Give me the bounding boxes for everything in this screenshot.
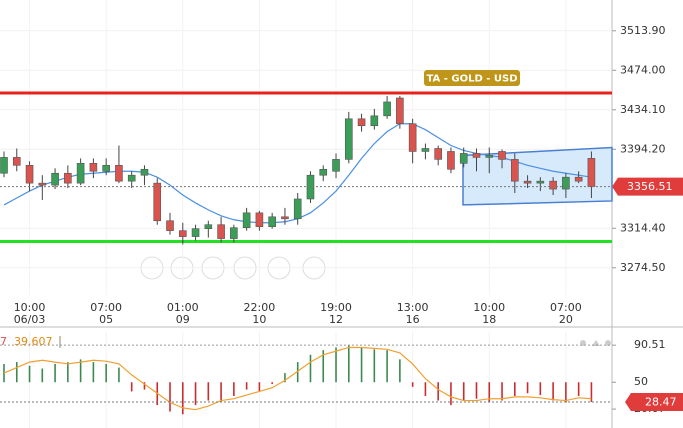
x-tick-label: 09 (176, 313, 190, 326)
candle-body (217, 224, 225, 239)
x-tick-label: 06/03 (14, 313, 46, 326)
candle-body (12, 157, 21, 166)
x-tick-label: 05 (99, 313, 113, 326)
candle-body (549, 180, 557, 190)
indicator-header: 7 (0, 335, 7, 348)
x-tick-label: 01:00 (167, 301, 199, 314)
candle-body (447, 151, 455, 170)
x-tick-label: 18 (482, 313, 496, 326)
candle-body (459, 153, 468, 164)
value-tag (625, 392, 683, 411)
candle-body (25, 165, 34, 184)
candle-body (64, 172, 72, 184)
y-tick-label: 3513.90 (620, 24, 666, 37)
y-tick-label: 3394.20 (620, 142, 666, 155)
candle-body (383, 101, 391, 117)
x-tick-label: 07:00 (90, 301, 122, 314)
y-tick-label: 3274.50 (620, 261, 666, 274)
x-tick-label: 10:00 (14, 301, 46, 314)
price-tag (612, 177, 683, 196)
candle-body (281, 216, 289, 220)
candle-body (562, 176, 570, 190)
x-tick-label: 19:00 (320, 301, 352, 314)
candle-body (38, 182, 47, 186)
candle-body (0, 157, 8, 174)
x-tick-label: 13:00 (397, 301, 429, 314)
candle-body (421, 148, 430, 152)
candle-body (204, 224, 213, 229)
candle-body (268, 216, 276, 227)
candle-body (51, 172, 59, 186)
current-value-label: 28.47 (645, 395, 677, 408)
candle-body (89, 163, 98, 172)
candle-body (191, 228, 200, 237)
panel-icons[interactable] (580, 340, 611, 346)
y-tick-label: 3434.10 (620, 103, 666, 116)
current-price-label: 3356.51 (627, 180, 673, 193)
indicator-header: 39.607 (14, 335, 53, 348)
candle-body (510, 159, 519, 182)
candle-body (242, 212, 251, 228)
icon[interactable] (580, 340, 586, 346)
candle-body (178, 230, 187, 237)
y-tick-label: 3314.40 (620, 221, 666, 234)
x-tick-label: 10 (252, 313, 266, 326)
candle-body (230, 227, 238, 239)
x-tick-label: 12 (329, 313, 343, 326)
candle-body (574, 176, 583, 182)
candle-body (344, 118, 353, 160)
icon[interactable] (605, 340, 611, 346)
candle-body (396, 97, 404, 125)
y-tick-label: 50 (634, 375, 648, 388)
candle-body (536, 180, 545, 184)
signal-line (3, 346, 592, 411)
candle-body (127, 174, 136, 182)
candle-body (76, 163, 85, 184)
candle-body (357, 118, 366, 127)
candle-body (434, 148, 442, 160)
annotation-box (424, 70, 520, 86)
icon[interactable] (592, 340, 600, 346)
candle-body (523, 180, 532, 184)
x-tick-label: 16 (406, 313, 420, 326)
x-tick-label: 20 (559, 313, 573, 326)
y-tick-label: 3474.00 (620, 63, 666, 76)
candle-body (102, 165, 110, 172)
annotation: TA - GOLD - USD (426, 74, 517, 85)
candle-body (140, 168, 149, 176)
channel (462, 146, 613, 206)
candle-body (153, 182, 162, 222)
candle-body (408, 123, 417, 152)
x-tick-label: 07:00 (550, 301, 582, 314)
candle-body (319, 168, 328, 176)
candle-body (115, 165, 123, 182)
candle-body (370, 115, 379, 127)
candle-body (587, 158, 596, 187)
x-tick-label: 10:00 (473, 301, 505, 314)
candle-body (332, 159, 340, 172)
y-tick-label: 90.51 (634, 338, 666, 351)
candle-body (498, 151, 506, 160)
candle-body (166, 220, 174, 231)
candle-body (255, 212, 264, 227)
candle-body (306, 174, 315, 200)
candle-body (293, 198, 302, 220)
candle-body (485, 155, 494, 158)
candle-body (472, 153, 481, 158)
x-tick-label: 22:00 (244, 301, 276, 314)
